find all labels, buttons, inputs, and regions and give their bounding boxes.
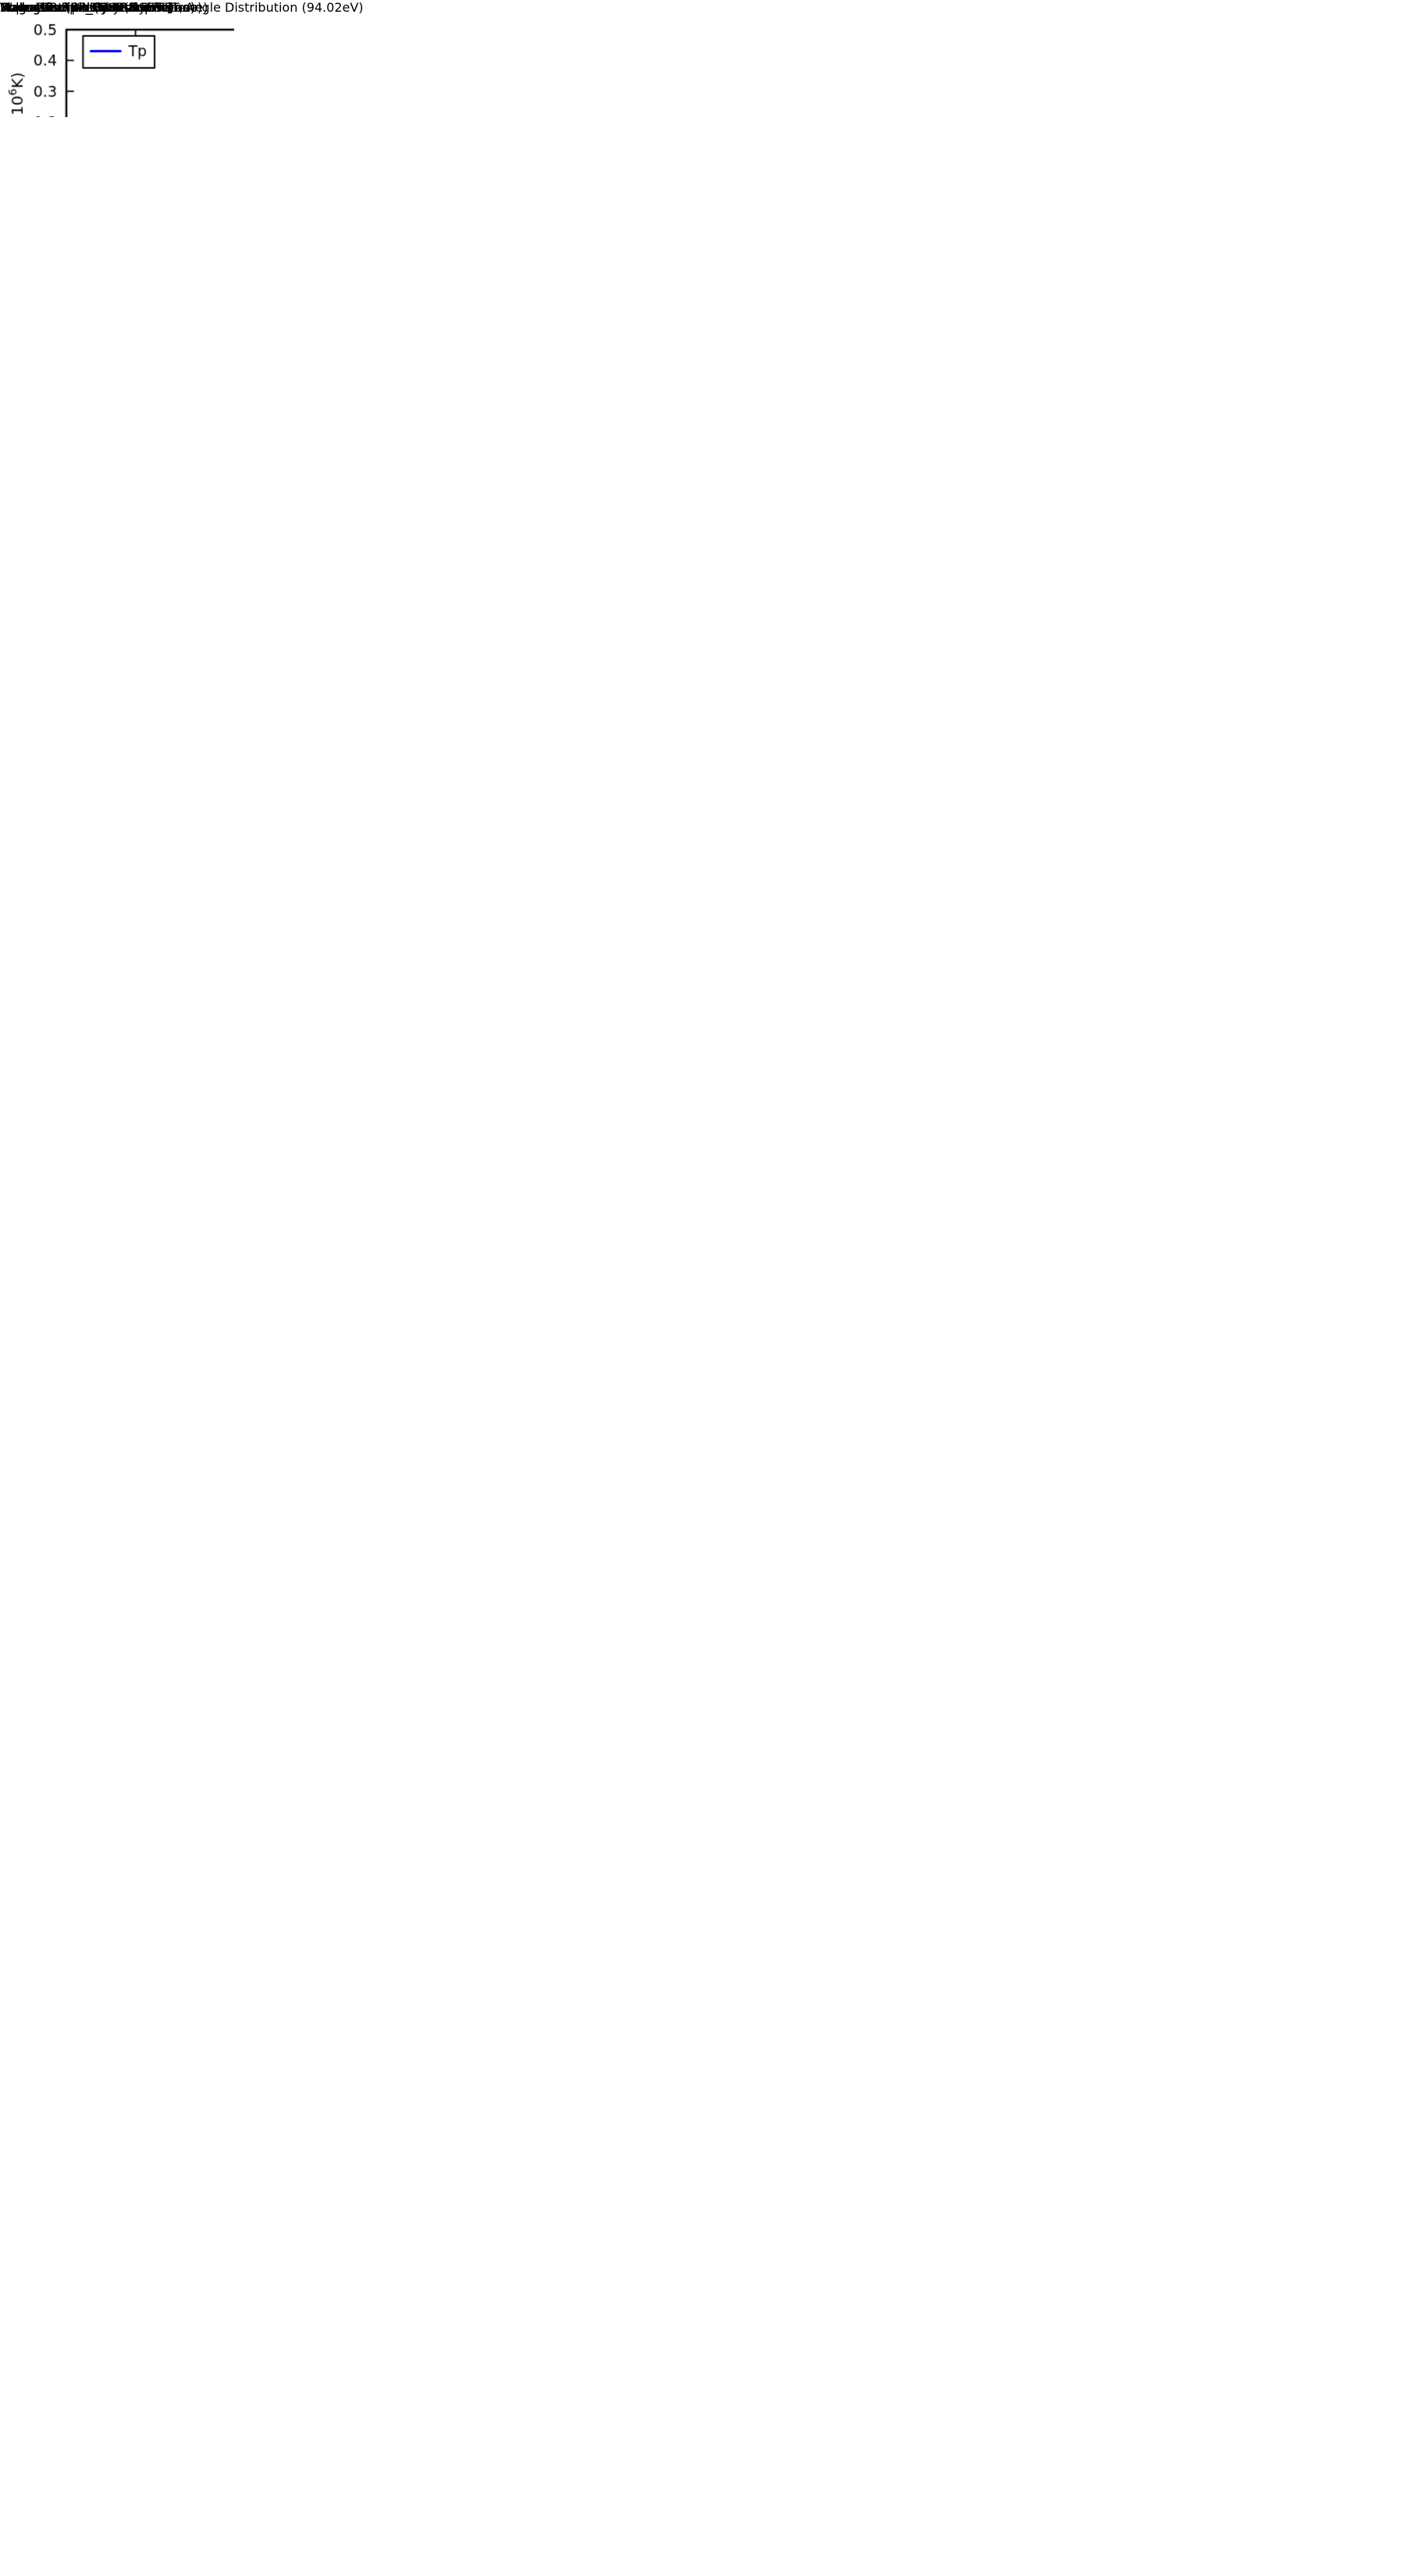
plasma-beta-title: Plasma Beta — [0, 0, 78, 15]
proton-density-title: Proton Number Density — [0, 0, 146, 15]
hodogram-bzby-title: Hodogram(Bz_By FR frame) — [0, 0, 174, 15]
proton-temperature-title: Proton Temperature and Tₑ/Tₚ — [0, 0, 185, 15]
electron-pad-title: Suprathermal Electrons Pitch Angle Distr… — [0, 0, 364, 15]
hodogram-b3b1-title: Hodogram(B3_B1 MVAB frame) — [0, 0, 195, 15]
hodogram-bxby-title: Hodogram(Bx_By FR frame) — [0, 0, 175, 15]
solar-wind-velocity-title: Solar Wind Velocity (GSE Frame) — [0, 0, 203, 15]
hodogram-b2b1-title: Hodogram(B2_B1 MVAB frame) — [0, 0, 195, 15]
bfield-fr-title: Magnetic Field (Flux Rope Frame) — [0, 0, 208, 15]
proton-temperature-chart — [0, 0, 234, 117]
walen-test-title: WalenTest — [0, 0, 63, 15]
transverse-pressure-title: Transverse pressure — [0, 0, 126, 15]
bfield-gse-title: Magnetic Field (GSE Frame) — [0, 0, 173, 15]
